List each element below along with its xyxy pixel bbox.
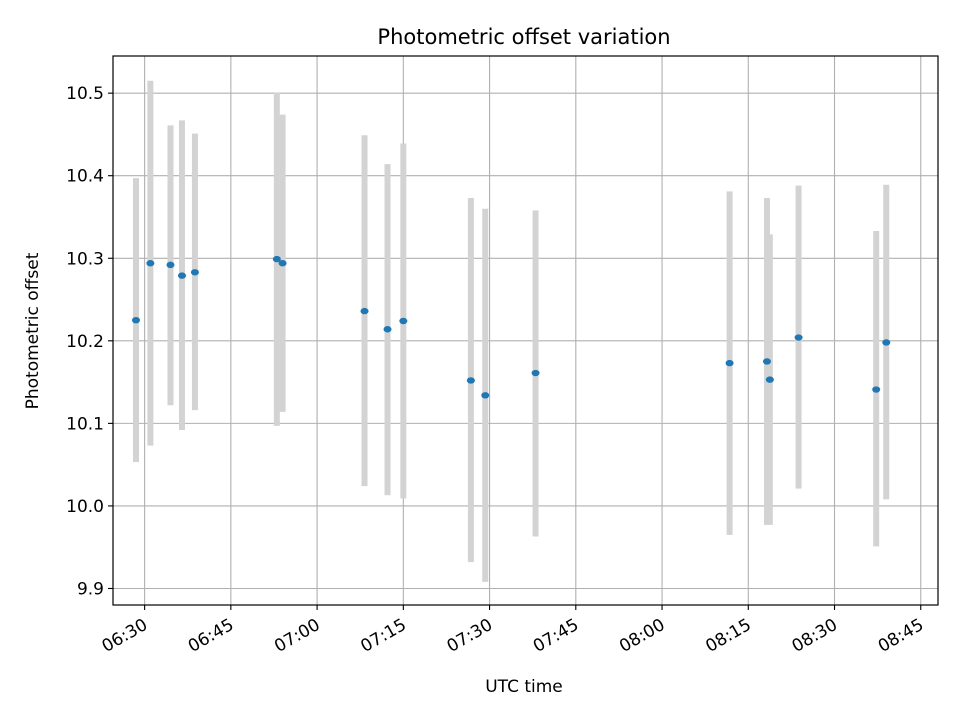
y-tick-label: 10.5 <box>66 84 104 104</box>
data-point <box>272 255 281 263</box>
y-axis-label: Photometric offset <box>23 252 43 409</box>
x-tick-label: 07:15 <box>357 615 409 657</box>
data-point <box>481 392 490 399</box>
data-point <box>466 377 475 384</box>
plot-frame <box>112 55 939 606</box>
y-tick-label: 10.2 <box>66 332 104 352</box>
data-point <box>131 316 140 324</box>
y-tick-label: 10.3 <box>66 249 104 269</box>
data-point <box>725 359 734 367</box>
y-tick-label: 10.4 <box>66 167 104 187</box>
data-point <box>383 326 392 333</box>
x-tick-label: 07:45 <box>530 615 582 657</box>
chart-title: Photometric offset variation <box>377 25 670 49</box>
y-tick-label: 10.1 <box>66 414 104 434</box>
grid <box>113 56 938 605</box>
data-point <box>278 260 287 267</box>
x-tick-label: 08:15 <box>702 615 754 657</box>
x-axis-ticks: 06:30 06:45 07:00 07:15 07:30 07:45 08:00 08:15… <box>99 605 927 657</box>
error-bars <box>132 80 890 582</box>
data-point <box>166 261 175 269</box>
x-tick-label: 06:45 <box>185 615 237 657</box>
x-tick-label: 07:00 <box>271 615 323 657</box>
x-tick-label: 06:30 <box>99 615 151 657</box>
data-point <box>765 376 774 383</box>
data-points <box>131 255 891 399</box>
y-axis-ticks: 9.9 10.0 10.1 10.2 10.3 10.4 10.5 <box>66 84 113 599</box>
x-tick-label: 08:30 <box>789 615 841 657</box>
x-tick-label: 08:45 <box>875 615 927 657</box>
data-point <box>190 269 199 276</box>
x-tick-label: 07:30 <box>444 615 496 657</box>
y-tick-label: 10.0 <box>66 497 104 517</box>
data-point <box>882 339 891 346</box>
data-point <box>399 317 408 325</box>
x-tick-label: 08:00 <box>616 615 668 657</box>
data-point <box>146 260 155 267</box>
y-tick-label: 9.9 <box>77 579 104 599</box>
data-point <box>762 358 771 365</box>
x-axis-label: UTC time <box>485 677 563 697</box>
data-point <box>794 334 803 341</box>
data-point <box>531 369 540 377</box>
data-point <box>872 386 881 393</box>
data-point <box>177 272 186 279</box>
data-point <box>360 307 369 315</box>
